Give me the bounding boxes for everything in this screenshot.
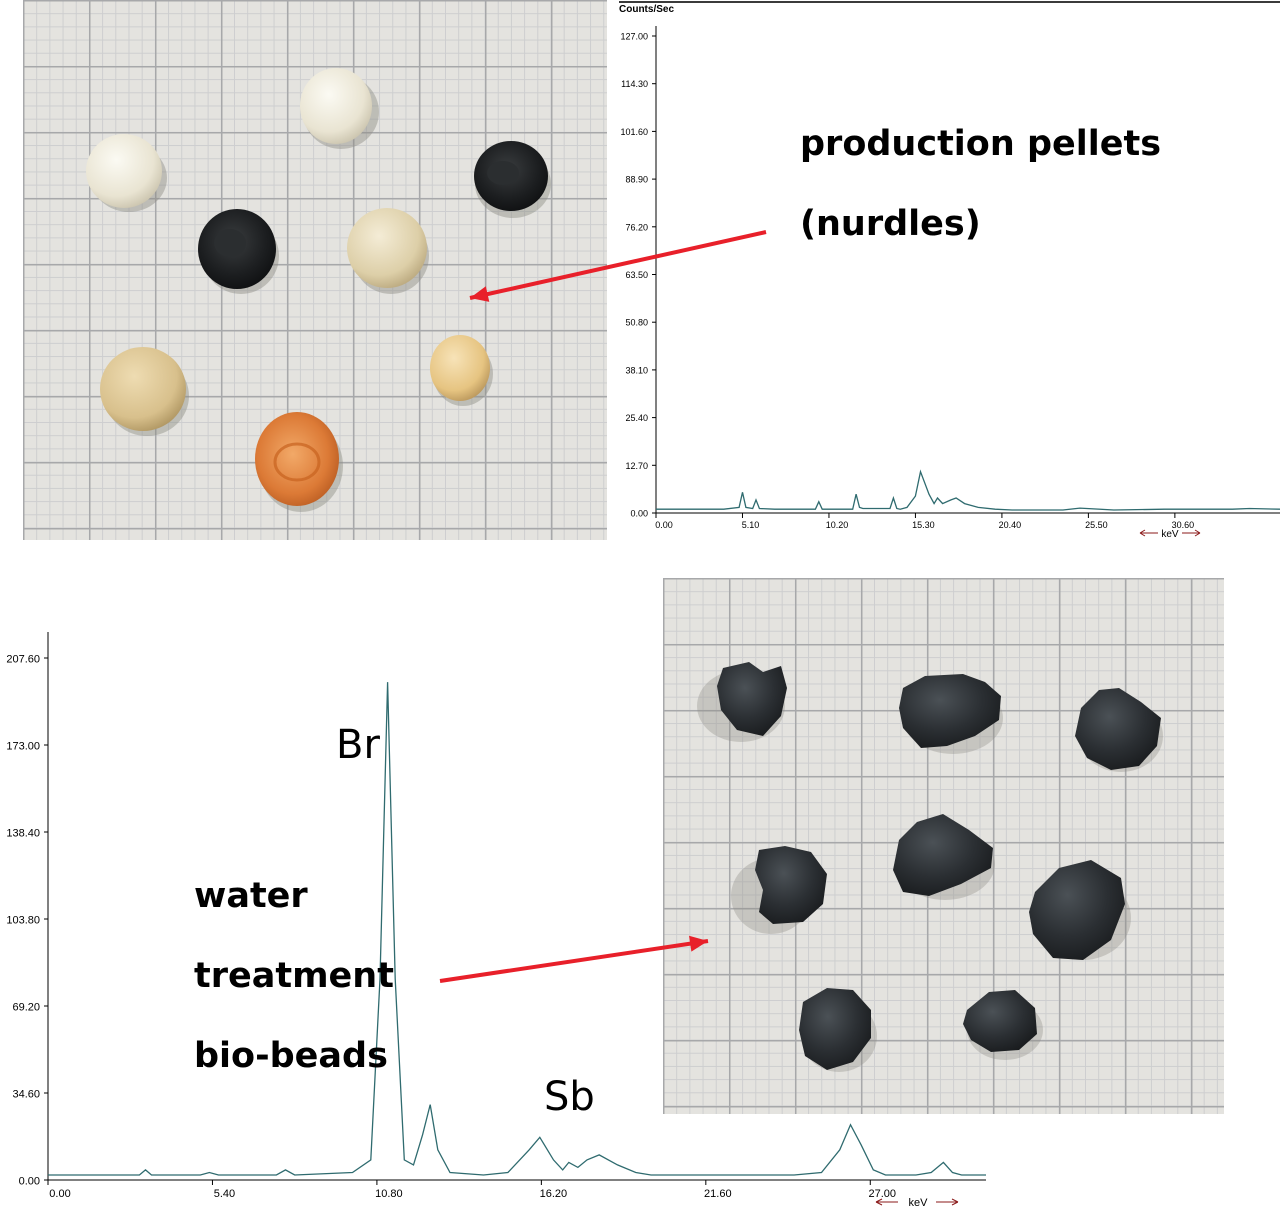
y-tick-label: 34.60 [12, 1089, 40, 1101]
x-tick-label: 25.50 [1085, 520, 1108, 530]
spectrum-line [656, 469, 1280, 511]
x-tick-label: 5.40 [214, 1188, 235, 1200]
x-tick-label: 0.00 [49, 1188, 70, 1200]
bio-beads-illustration [697, 662, 1163, 1072]
y-axis-title: Counts/Sec [619, 4, 674, 15]
y-tick-label: 138.40 [6, 828, 40, 840]
bio-bead [1075, 688, 1161, 770]
x-tick-label: 27.00 [869, 1188, 897, 1200]
arrowhead [689, 935, 708, 952]
x-tick-label: 10.20 [826, 520, 849, 530]
y-tick-label: 0.00 [630, 509, 648, 519]
y-tick-label: 88.90 [625, 175, 648, 185]
bio-beads-label-line2: treatment [194, 956, 394, 996]
arrow-to-nurdles [469, 230, 767, 300]
pellet-highlight [214, 229, 246, 257]
y-tick-label: 103.80 [6, 915, 40, 927]
xrf-spectrum-nurdles: Counts/Sec 0.00 12.70 25.40 38.10 50.80 63.50… [619, 1, 1280, 540]
x-tick-label: 20.40 [999, 520, 1022, 530]
bio-bead [963, 990, 1037, 1052]
x-axis-title: keV [1161, 529, 1179, 540]
y-tick-label: 38.10 [625, 365, 648, 375]
nurdles-photo [23, 0, 607, 540]
nurdles-illustration [86, 68, 551, 512]
bio-bead [893, 814, 993, 896]
bromine-peak-label: Br [336, 722, 380, 768]
bio-bead [1029, 860, 1125, 960]
x-tick-label: 16.20 [540, 1188, 568, 1200]
white-pellet [300, 68, 372, 144]
yellow-pellet [430, 335, 490, 401]
annotation-arrows [439, 230, 767, 983]
xrf-spectrum-bio-beads: 0.00 34.60 69.20 103.80 138.40 173.00 207.60 0… [6, 632, 986, 1209]
orange-pellet [255, 412, 339, 506]
kev-range-indicator [1139, 529, 1201, 537]
spectrum-line [48, 682, 986, 1176]
y-tick-label: 63.50 [625, 270, 648, 280]
y-tick-label: 207.60 [6, 654, 40, 666]
x-tick-label: 30.60 [1172, 520, 1195, 530]
kev-range-indicator [875, 1198, 959, 1206]
y-tick-label: 127.00 [620, 32, 648, 42]
y-tick-label: 0.00 [19, 1176, 40, 1188]
x-tick-label: 15.30 [912, 520, 935, 530]
nurdles-label-line1: production pellets [800, 124, 1162, 164]
nurdles-label-line2: (nurdles) [800, 204, 981, 244]
bio-bead [799, 988, 871, 1070]
white-pellet [86, 134, 162, 208]
y-tick-label: 50.80 [625, 318, 648, 328]
x-tick-label: 0.00 [655, 520, 673, 530]
bio-bead [899, 674, 1001, 748]
y-tick-label: 76.20 [625, 222, 648, 232]
x-axis-title: keV [909, 1197, 929, 1209]
x-tick-label: 5.10 [742, 520, 760, 530]
pellet-highlight [487, 161, 519, 185]
bio-bead [755, 846, 827, 924]
y-tick-label: 69.20 [12, 1002, 40, 1014]
bio-bead [717, 662, 787, 736]
bio-beads-label-line3: bio-beads [194, 1036, 388, 1076]
y-tick-label: 173.00 [6, 741, 40, 753]
y-tick-label: 12.70 [625, 461, 648, 471]
y-tick-label: 25.40 [625, 413, 648, 423]
bio-beads-label-line1: water [194, 876, 308, 916]
y-tick-label: 101.60 [620, 127, 648, 137]
arrowhead [470, 286, 490, 302]
beige-pellet [100, 347, 186, 431]
arrow-to-bio-beads [439, 939, 709, 983]
bio-beads-photo [663, 578, 1224, 1114]
y-tick-label: 114.30 [621, 79, 648, 89]
cream-pellet [347, 208, 427, 288]
x-tick-label: 21.60 [704, 1188, 732, 1200]
pellet-dimple [273, 442, 321, 482]
x-tick-label: 10.80 [375, 1188, 403, 1200]
antimony-peak-label: Sb [544, 1074, 595, 1120]
